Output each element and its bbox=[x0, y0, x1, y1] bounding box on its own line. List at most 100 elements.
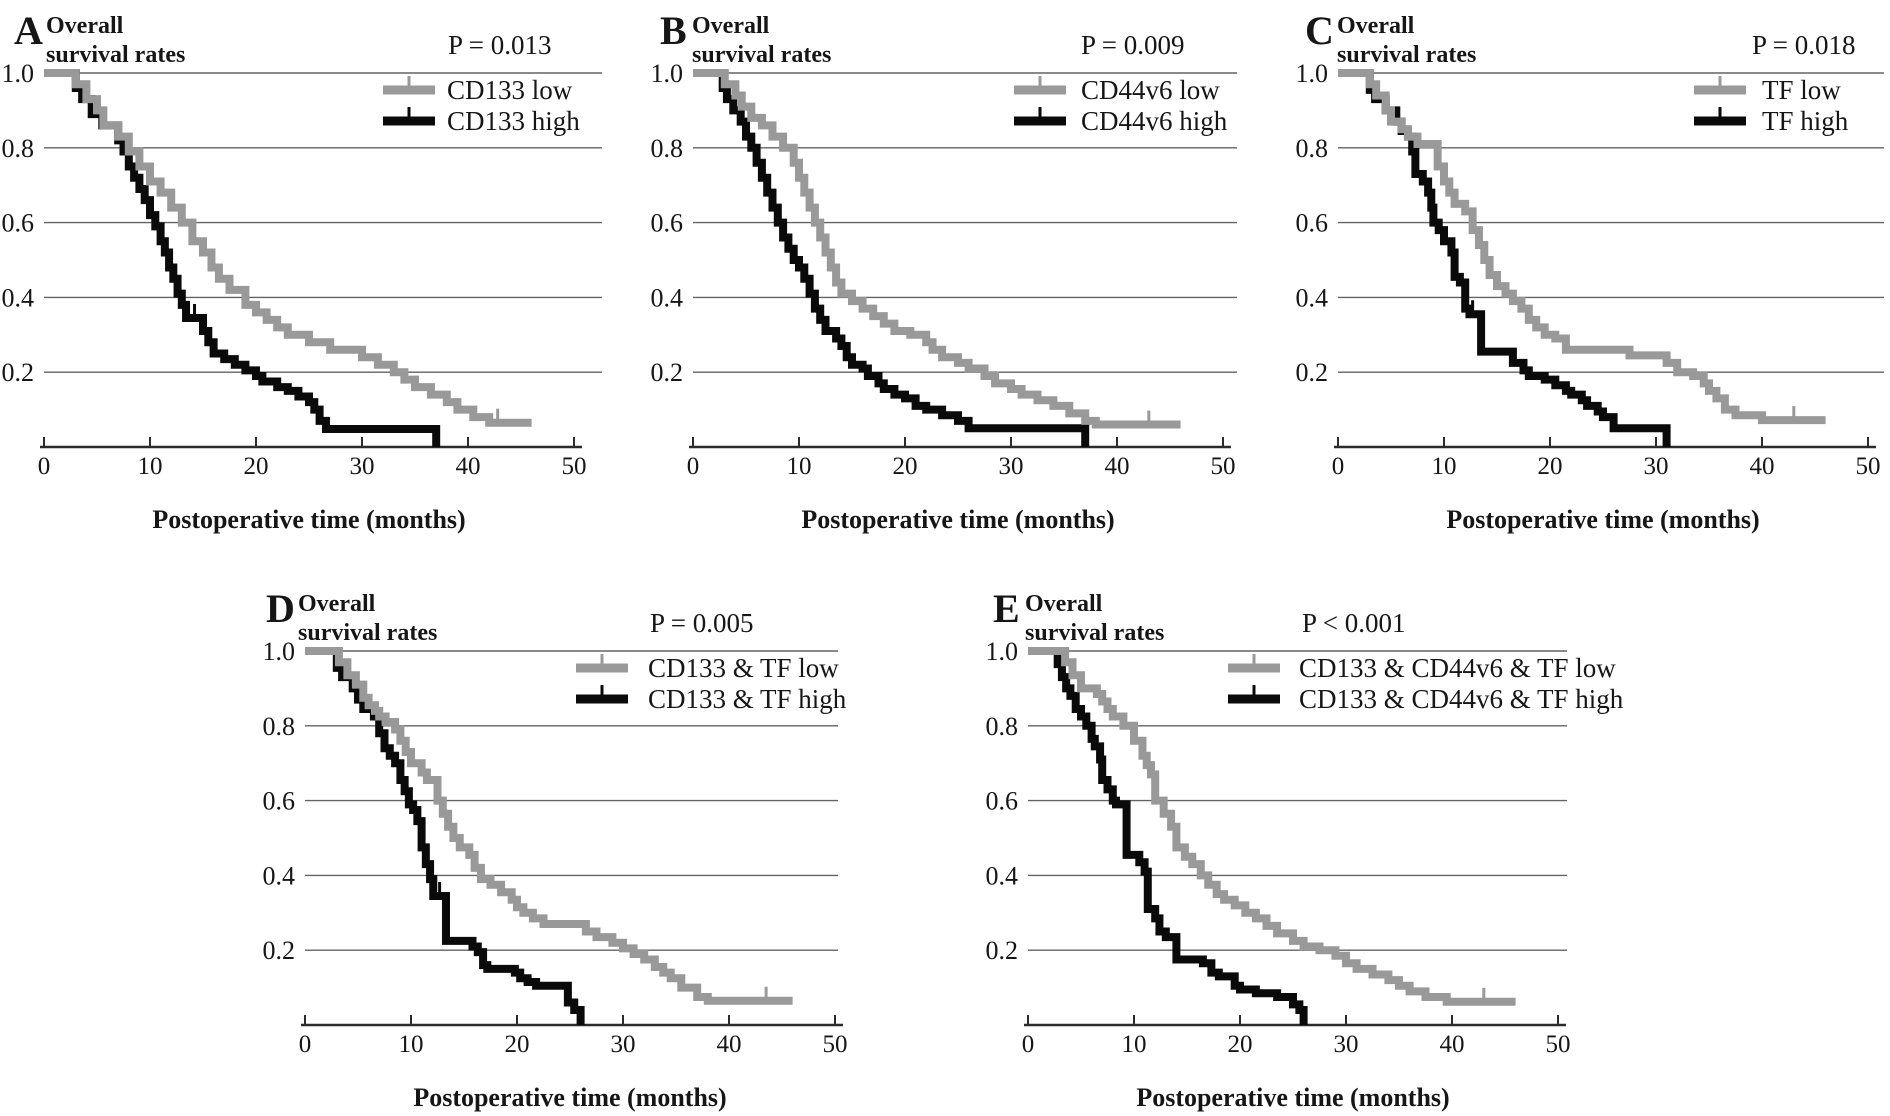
x-tick-label: 10 bbox=[1432, 453, 1457, 480]
x-tick-label: 0 bbox=[687, 453, 700, 480]
survival-curve-low bbox=[1338, 69, 1826, 425]
x-tick-label: 50 bbox=[823, 1031, 848, 1058]
y-tick-label: 0.2 bbox=[651, 358, 684, 387]
survival-curve-high bbox=[44, 69, 441, 447]
p-value-label: P = 0.018 bbox=[1752, 30, 1856, 60]
y-tick-label: 0.4 bbox=[263, 861, 296, 890]
legend-label-low: CD133 & TF low bbox=[648, 653, 839, 683]
p-value-label: P < 0.001 bbox=[1302, 608, 1406, 638]
survival-curve-high bbox=[1028, 647, 1308, 1025]
x-tick-label: 30 bbox=[999, 453, 1024, 480]
survival-curve-high bbox=[305, 647, 585, 1025]
survival-panel-b: 0 10 20 30 40 50 1.0 0.8 0.6 0.4 0.2 B Overall surviv… bbox=[651, 8, 1237, 534]
y-tick-label: 0.8 bbox=[651, 134, 684, 163]
x-tick-label: 50 bbox=[1856, 453, 1881, 480]
survival-curve-low bbox=[44, 69, 532, 427]
legend-label-low: TF low bbox=[1762, 75, 1841, 105]
x-tick-label: 20 bbox=[505, 1031, 530, 1058]
x-tick-label: 0 bbox=[38, 453, 51, 480]
survival-curve-low bbox=[1028, 647, 1516, 1006]
survival-curve-low bbox=[693, 69, 1181, 429]
y-tick-label: 0.8 bbox=[2, 134, 35, 163]
panel-letter: E bbox=[993, 586, 1020, 631]
legend-label-low: CD44v6 low bbox=[1081, 75, 1220, 105]
x-tick-label: 20 bbox=[244, 453, 269, 480]
y-tick-label: 0.6 bbox=[651, 209, 684, 238]
legend-label-low: CD133 & CD44v6 & TF low bbox=[1299, 653, 1616, 683]
legend-label-high: CD133 high bbox=[447, 106, 580, 136]
x-tick-label: 40 bbox=[1105, 453, 1130, 480]
x-tick-label: 30 bbox=[1644, 453, 1669, 480]
legend-label-high: CD133 & CD44v6 & TF high bbox=[1299, 684, 1624, 714]
survival-curve-high bbox=[693, 69, 1090, 447]
legend-label-low: CD133 low bbox=[447, 75, 573, 105]
x-axis-title: Postoperative time (months) bbox=[1136, 1083, 1449, 1112]
x-axis-title: Postoperative time (months) bbox=[801, 505, 1114, 534]
x-axis-title: Postoperative time (months) bbox=[152, 505, 465, 534]
x-tick-label: 40 bbox=[717, 1031, 742, 1058]
x-tick-label: 50 bbox=[1546, 1031, 1571, 1058]
x-axis-title: Postoperative time (months) bbox=[413, 1083, 726, 1112]
x-tick-label: 10 bbox=[787, 453, 812, 480]
x-axis-title: Postoperative time (months) bbox=[1446, 505, 1759, 534]
y-tick-label: 0.4 bbox=[651, 283, 684, 312]
survival-panel-a: 0 10 20 30 40 50 1.0 0.8 0.6 0.4 0.2 A Overall surviv… bbox=[2, 8, 602, 534]
y-tick-label: 1.0 bbox=[651, 59, 684, 88]
y-tick-label: 1.0 bbox=[986, 637, 1019, 666]
y-tick-label: 0.6 bbox=[263, 787, 296, 816]
p-value-label: P = 0.009 bbox=[1081, 30, 1185, 60]
panel-title-line2: survival rates bbox=[692, 42, 831, 68]
y-tick-label: 0.2 bbox=[986, 936, 1019, 965]
x-tick-label: 10 bbox=[1122, 1031, 1147, 1058]
panel-title-line1: Overall bbox=[692, 13, 770, 39]
x-tick-label: 30 bbox=[1334, 1031, 1359, 1058]
panel-letter: B bbox=[660, 8, 687, 53]
x-tick-label: 30 bbox=[350, 453, 375, 480]
x-tick-label: 50 bbox=[562, 453, 587, 480]
panel-letter: A bbox=[14, 8, 43, 53]
x-tick-label: 30 bbox=[611, 1031, 636, 1058]
panel-title-line1: Overall bbox=[298, 591, 376, 617]
panel-letter: C bbox=[1305, 8, 1334, 53]
x-tick-label: 40 bbox=[1440, 1031, 1465, 1058]
y-tick-label: 0.6 bbox=[986, 787, 1019, 816]
y-tick-label: 1.0 bbox=[263, 637, 296, 666]
y-tick-label: 1.0 bbox=[1296, 59, 1329, 88]
panel-title-line1: Overall bbox=[1025, 591, 1103, 617]
y-tick-label: 0.6 bbox=[1296, 209, 1329, 238]
y-tick-label: 1.0 bbox=[2, 59, 35, 88]
y-tick-label: 0.6 bbox=[2, 209, 35, 238]
panel-title-line1: Overall bbox=[46, 13, 124, 39]
x-tick-label: 20 bbox=[1228, 1031, 1253, 1058]
x-tick-label: 40 bbox=[456, 453, 481, 480]
p-value-label: P = 0.005 bbox=[650, 608, 754, 638]
legend-label-high: CD44v6 high bbox=[1081, 106, 1228, 136]
y-tick-label: 0.2 bbox=[263, 936, 296, 965]
survival-curve-high bbox=[1338, 69, 1671, 447]
panel-title-line2: survival rates bbox=[46, 42, 185, 68]
survival-curve-low bbox=[305, 647, 793, 1005]
survival-panel-d: 0 10 20 30 40 50 1.0 0.8 0.6 0.4 0.2 D Overall surviv… bbox=[263, 586, 848, 1112]
y-tick-label: 0.4 bbox=[986, 861, 1019, 890]
legend-label-high: TF high bbox=[1762, 106, 1849, 136]
panel-title-line2: survival rates bbox=[1337, 42, 1476, 68]
survival-panel-c: 0 10 20 30 40 50 1.0 0.8 0.6 0.4 0.2 C Overall surviv… bbox=[1296, 8, 1884, 534]
y-tick-label: 0.4 bbox=[1296, 283, 1329, 312]
legend-label-high: CD133 & TF high bbox=[648, 684, 847, 714]
x-tick-label: 40 bbox=[1750, 453, 1775, 480]
x-tick-label: 20 bbox=[893, 453, 918, 480]
y-tick-label: 0.4 bbox=[2, 283, 35, 312]
y-tick-label: 0.2 bbox=[2, 358, 35, 387]
x-tick-label: 0 bbox=[1022, 1031, 1035, 1058]
p-value-label: P = 0.013 bbox=[448, 30, 552, 60]
survival-panel-e: 0 10 20 30 40 50 1.0 0.8 0.6 0.4 0.2 E Overall surviv… bbox=[986, 586, 1624, 1112]
x-tick-label: 50 bbox=[1211, 453, 1236, 480]
x-tick-label: 0 bbox=[299, 1031, 312, 1058]
panel-title-line1: Overall bbox=[1337, 13, 1415, 39]
panel-letter: D bbox=[266, 586, 295, 631]
y-tick-label: 0.8 bbox=[1296, 134, 1329, 163]
x-tick-label: 0 bbox=[1332, 453, 1345, 480]
y-tick-label: 0.8 bbox=[263, 712, 296, 741]
panel-title-line2: survival rates bbox=[1025, 620, 1164, 646]
